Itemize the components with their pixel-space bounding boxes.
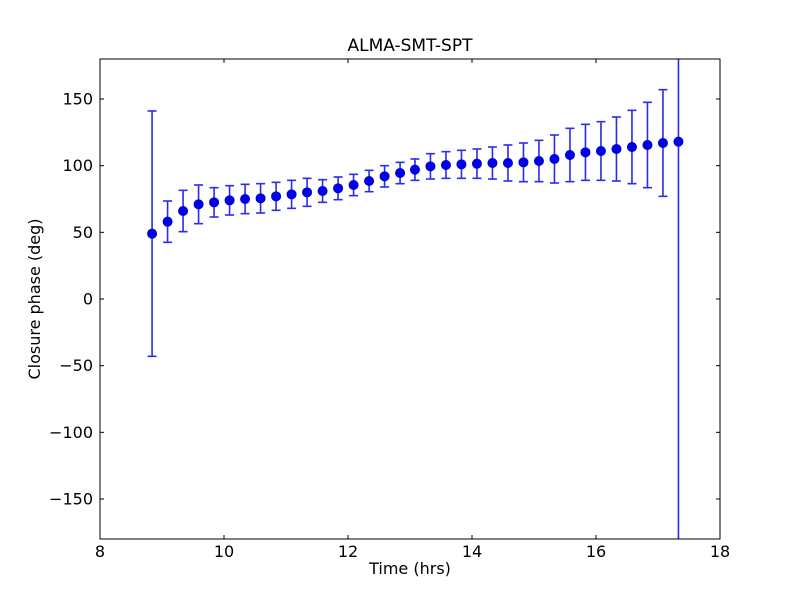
y-tick-label: 100	[62, 156, 93, 175]
data-point	[209, 197, 220, 208]
x-tick-label: 16	[586, 542, 606, 561]
data-point	[178, 205, 189, 216]
data-point	[502, 157, 513, 168]
data-point	[271, 191, 282, 202]
y-tick-label: −150	[49, 490, 93, 509]
data-point	[395, 167, 406, 178]
x-axis-label: Time (hrs)	[368, 559, 451, 578]
y-tick-label: −100	[49, 423, 93, 442]
data-point	[409, 164, 420, 175]
data-point	[147, 228, 158, 239]
x-tick-label: 8	[95, 542, 105, 561]
x-tick-label: 14	[462, 542, 482, 561]
data-point	[673, 136, 684, 147]
chart-title: ALMA-SMT-SPT	[347, 36, 473, 56]
data-point	[286, 189, 297, 200]
data-point	[518, 157, 529, 168]
data-point	[162, 216, 173, 227]
data-point	[224, 195, 235, 206]
y-tick-label: 50	[73, 223, 93, 242]
data-point	[348, 179, 359, 190]
data-point	[533, 155, 544, 166]
data-point	[440, 159, 451, 170]
data-point	[595, 145, 606, 156]
axes-frame	[99, 58, 721, 540]
y-tick-label: 150	[62, 90, 93, 109]
y-tick-label: −50	[59, 356, 93, 375]
x-tick-label: 10	[214, 542, 234, 561]
data-point	[642, 139, 653, 150]
data-point	[317, 185, 328, 196]
data-point	[487, 157, 498, 168]
y-tick-label: 0	[83, 290, 93, 309]
x-tick-label: 18	[710, 542, 730, 561]
data-point	[364, 175, 375, 186]
data-point	[456, 159, 467, 170]
data-point	[549, 153, 560, 164]
data-point	[193, 199, 204, 210]
data-point	[379, 171, 390, 182]
data-point	[611, 143, 622, 154]
y-axis-label: Closure phase (deg)	[25, 218, 44, 379]
data-point	[580, 147, 591, 158]
data-point	[302, 187, 313, 198]
data-point	[626, 141, 637, 152]
data-point	[333, 183, 344, 194]
plot-area: 8 10 12 14 16 18 −150 −100 −50 0 50 100 150	[49, 58, 730, 561]
data-point	[240, 193, 251, 204]
data-point	[657, 137, 668, 148]
data-point	[255, 193, 266, 204]
x-tick-label: 12	[338, 542, 358, 561]
data-point	[425, 161, 436, 172]
data-point	[471, 158, 482, 169]
data-point	[564, 149, 575, 160]
